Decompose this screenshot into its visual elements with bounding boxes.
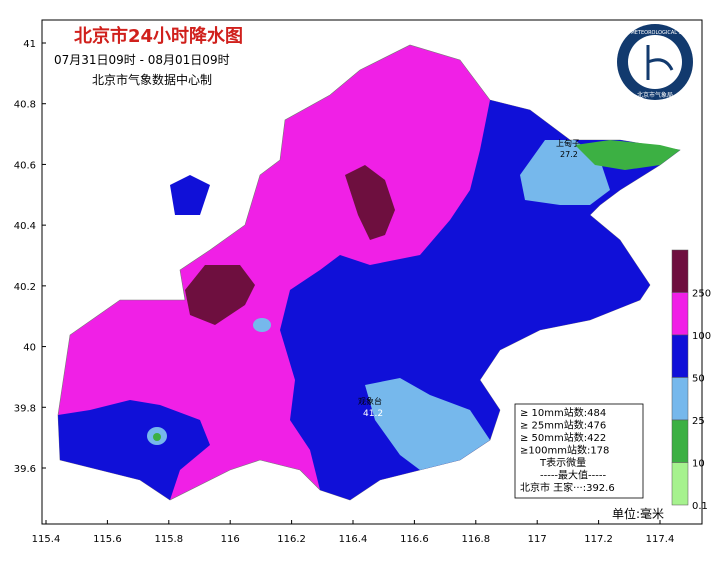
green-area: [575, 140, 680, 170]
unit: 单位:毫米: [612, 506, 664, 521]
stats-line: ≥ 25mm站数:476: [520, 419, 606, 432]
blue-area-sw: [58, 400, 210, 500]
legend-label: 100: [692, 331, 711, 342]
legend-label: 0.1: [692, 501, 708, 512]
logo-mark: [646, 45, 674, 80]
legend-swatch: [671, 334, 689, 378]
x-tick-label: 115.4: [32, 534, 61, 545]
station-value: 27.2: [560, 150, 578, 159]
maroon-area-n: [345, 165, 395, 240]
stats-line: ≥100mm站数:178: [520, 444, 609, 457]
stats-line: ≥ 50mm站数:422: [520, 431, 606, 444]
x-tick-label: 116.6: [400, 534, 429, 545]
maroon-area-w: [185, 265, 255, 325]
stats-line: ≥ 10mm站数:484: [520, 406, 606, 419]
station-value: 41.2: [363, 409, 383, 419]
period: 07月31日09时 - 08月01日09时: [54, 53, 230, 67]
stats: ≥ 10mm站数:484≥ 25mm站数:476≥ 50mm站数:422≥100…: [520, 406, 615, 494]
x-tick-label: 117.2: [584, 534, 613, 545]
y-tick-label: 41: [23, 39, 36, 50]
source: 北京市气象数据中心制: [92, 72, 212, 87]
legend-label: 25: [692, 416, 705, 427]
x-tick-label: 115.8: [154, 534, 183, 545]
legend-swatch: [671, 249, 689, 293]
x-tick-label: 116.4: [339, 534, 368, 545]
station-name: 上甸子: [556, 138, 580, 148]
legend-swatch: [671, 377, 689, 421]
map-regions: [57, 44, 681, 501]
axis-ticks: 115.4 115.6 115.8 116 116.2 116.4 116.6 116.8 11…: [14, 39, 675, 545]
y-tick-label: 40.8: [14, 100, 36, 111]
stats-line: -----最大值-----: [540, 469, 606, 482]
map-frame: [41, 19, 703, 525]
x-tick-label: 116.8: [461, 534, 490, 545]
logo-ring: BEIJING METEOROLOGICAL SERVICE: [610, 30, 700, 36]
stats-box: [514, 403, 644, 499]
legend: 250 100 50 25 10 0.1: [671, 249, 711, 512]
logo-core: [628, 35, 682, 89]
x-tick-label: 116.2: [277, 534, 306, 545]
stats-line: T表示微量: [539, 456, 586, 469]
y-tick-label: 40.6: [14, 160, 36, 171]
y-tick-label: 40: [23, 343, 36, 354]
legend-label: 10: [692, 459, 705, 470]
legend-swatch: [671, 292, 689, 336]
x-tick-label: 115.6: [93, 534, 122, 545]
blue-spot-nw: [170, 175, 210, 215]
green-spot: [153, 433, 161, 441]
y-tick-label: 39.6: [14, 464, 36, 475]
y-tick-label: 40.2: [14, 282, 36, 293]
legend-label: 50: [692, 374, 705, 385]
stats-line: 北京市 王家···:392.6: [520, 481, 615, 494]
lightblue-area-se: [365, 378, 490, 470]
title: 北京市24小时降水图: [74, 25, 243, 47]
x-tick-label: 117: [528, 534, 547, 545]
legend-label: 250: [692, 289, 711, 300]
legend-swatch: [671, 419, 689, 463]
x-tick-label: 117.4: [646, 534, 675, 545]
logo: BEIJING METEOROLOGICAL SERVICE 北京市气象局: [610, 24, 700, 100]
y-tick-label: 40.4: [14, 221, 36, 232]
legend-swatch: [671, 462, 689, 506]
lightblue-spot-w: [253, 318, 271, 332]
station-name: 观象台: [358, 396, 382, 406]
y-tick-label: 39.8: [14, 403, 36, 414]
logo-name: 北京市气象局: [637, 91, 673, 99]
x-tick-label: 116: [221, 534, 240, 545]
